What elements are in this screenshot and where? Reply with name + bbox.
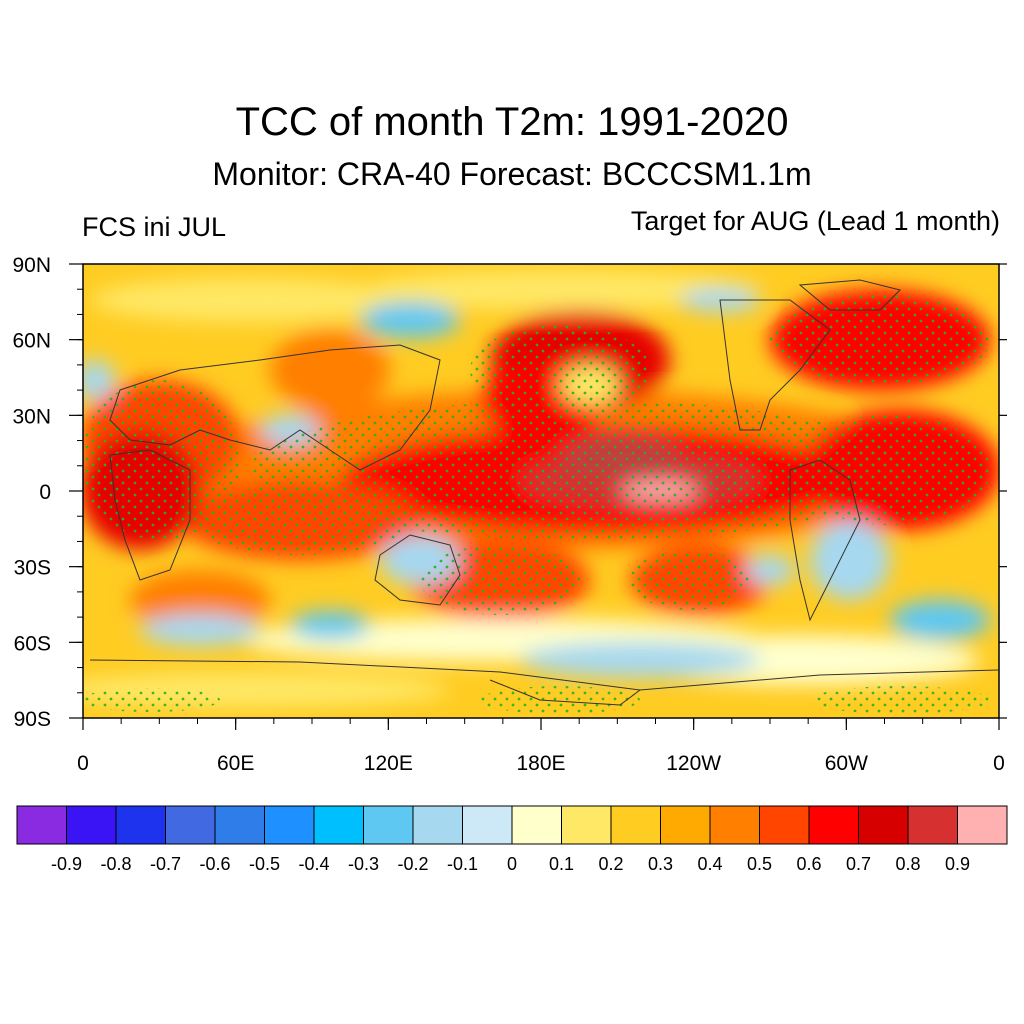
colorbar-label: 0.3	[648, 854, 673, 874]
colorbar-label: 0.2	[598, 854, 623, 874]
colorbar-label: 0	[507, 854, 517, 874]
colorbar-label: 0.5	[747, 854, 772, 874]
colorbar-swatch	[16, 805, 67, 845]
longitude-axis: 0 60E 120E 180E 120W 60W 0	[77, 718, 1005, 775]
lat-tick-label: 90S	[14, 708, 51, 731]
colorbar-label: -0.8	[100, 854, 131, 874]
map-field	[83, 264, 999, 718]
colorbar-label: -0.4	[298, 854, 329, 874]
significance-stippling	[83, 295, 990, 714]
colorbar-swatch	[264, 805, 315, 845]
lon-tick-label: 0	[993, 752, 1005, 775]
initialization-label: FCS ini JUL	[82, 212, 227, 242]
lon-tick-label: 60E	[217, 752, 254, 775]
lat-tick-label: 90N	[12, 254, 51, 277]
colorbar-label: -0.3	[348, 854, 379, 874]
colorbar-swatch	[561, 805, 612, 845]
lon-tick-label: 60W	[825, 752, 868, 775]
lon-tick-label: 180E	[516, 752, 565, 775]
colorbar-swatch	[165, 805, 216, 845]
colorbar-label: -0.2	[397, 854, 428, 874]
colorbar-label: -0.1	[447, 854, 478, 874]
colorbar-label: -0.5	[249, 854, 280, 874]
lon-tick-label: 0	[77, 752, 89, 775]
lon-tick-label: 120E	[364, 752, 413, 775]
target-label: Target for AUG (Lead 1 month)	[630, 206, 1000, 236]
colorbar-swatch	[858, 805, 909, 845]
colorbar-label: 0.6	[796, 854, 821, 874]
colorbar-swatch	[115, 805, 166, 845]
colorbar-swatch	[511, 805, 562, 845]
lat-tick-label: 60N	[12, 330, 51, 353]
lat-tick-label: 0	[39, 481, 51, 504]
colorbar-swatch	[808, 805, 859, 845]
colorbar-label: 0.9	[945, 854, 970, 874]
lon-tick-label: 120W	[666, 752, 721, 775]
colorbar-swatch	[313, 805, 364, 845]
colorbar-label: -0.6	[199, 854, 230, 874]
colorbar-swatch	[412, 805, 463, 845]
colorbar-swatch	[462, 805, 513, 845]
lat-tick-label: 30N	[12, 405, 51, 428]
colorbar-label: 0.7	[846, 854, 871, 874]
colorbar-swatch	[759, 805, 810, 845]
map-subtitle: Monitor: CRA-40 Forecast: BCCCSM1.1m	[212, 156, 812, 192]
colorbar-swatch	[363, 805, 414, 845]
lat-tick-label: 60S	[14, 632, 51, 655]
colorbar-label: -0.7	[150, 854, 181, 874]
colorbar-label: 0.4	[697, 854, 722, 874]
colorbar: -0.9 -0.8 -0.7 -0.6 -0.5 -0.4 -0.3 -0.2 -0.1 0 0.1…	[16, 805, 1008, 874]
colorbar-label: 0.1	[549, 854, 574, 874]
colorbar-swatch	[610, 805, 661, 845]
latitude-axis: 90N 60N 30N 0 30S 60S 90S	[12, 254, 1007, 731]
colorbar-label: 0.8	[895, 854, 920, 874]
colorbar-swatch	[907, 805, 958, 845]
colorbar-swatch	[957, 805, 1008, 845]
lat-tick-label: 30S	[14, 557, 51, 580]
coastlines	[89, 279, 999, 706]
colorbar-swatch	[66, 805, 117, 845]
colorbar-swatch	[660, 805, 711, 845]
map-title: TCC of month T2m: 1991-2020	[235, 100, 789, 144]
colorbar-swatch	[214, 805, 265, 845]
colorbar-swatch	[709, 805, 760, 845]
colorbar-label: -0.9	[51, 854, 82, 874]
